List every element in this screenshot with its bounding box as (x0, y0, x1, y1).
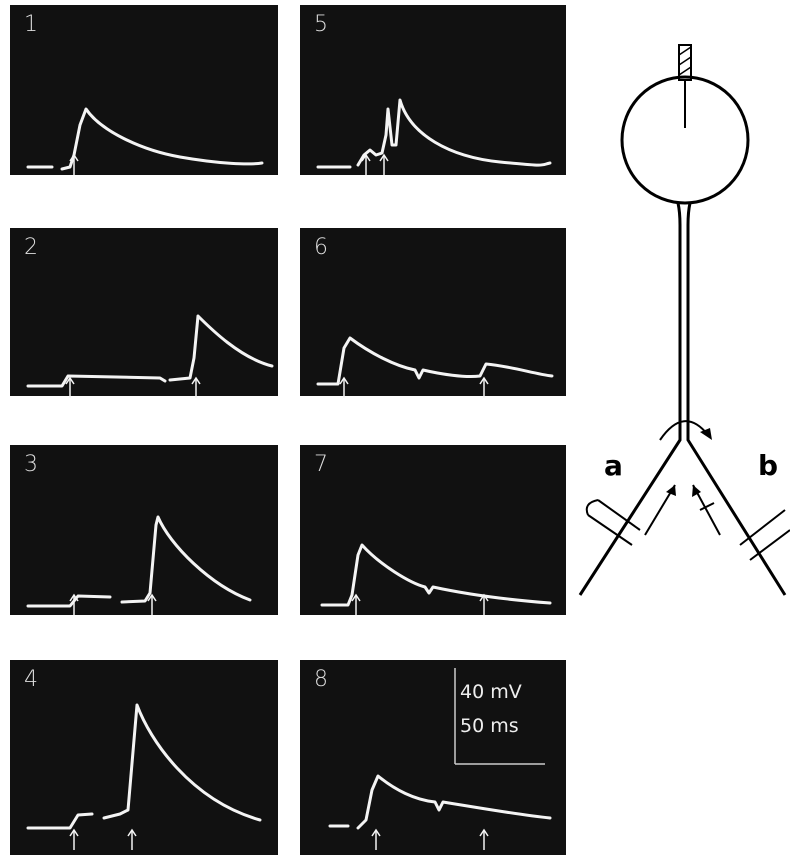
panel: 8 40 mV 50 ms (300, 660, 566, 855)
branch-label: a (604, 449, 623, 482)
branch-label: b (758, 449, 778, 482)
panel-label: 5 (314, 12, 328, 37)
panel-label: 8 (314, 667, 328, 692)
panel-label: 4 (24, 667, 38, 692)
panel-label: 7 (314, 452, 328, 477)
panel-label: 2 (24, 235, 38, 260)
panel: 5 (300, 5, 566, 175)
panel: 6 (300, 228, 566, 398)
panel-label: 3 (24, 452, 38, 477)
panel: 4 (10, 660, 278, 855)
figure: 1 2 3 4 5 6 7 8 (0, 0, 790, 860)
panel: 3 (10, 445, 278, 615)
panel-label: 6 (314, 235, 328, 260)
panel: 7 (300, 445, 566, 615)
scale-time: 50 ms (460, 715, 519, 737)
scale-voltage: 40 mV (460, 681, 522, 703)
panel: 1 (10, 5, 278, 175)
neuron-diagram: a b (580, 45, 790, 595)
panel-label: 1 (24, 12, 38, 37)
panel: 2 (10, 228, 278, 398)
